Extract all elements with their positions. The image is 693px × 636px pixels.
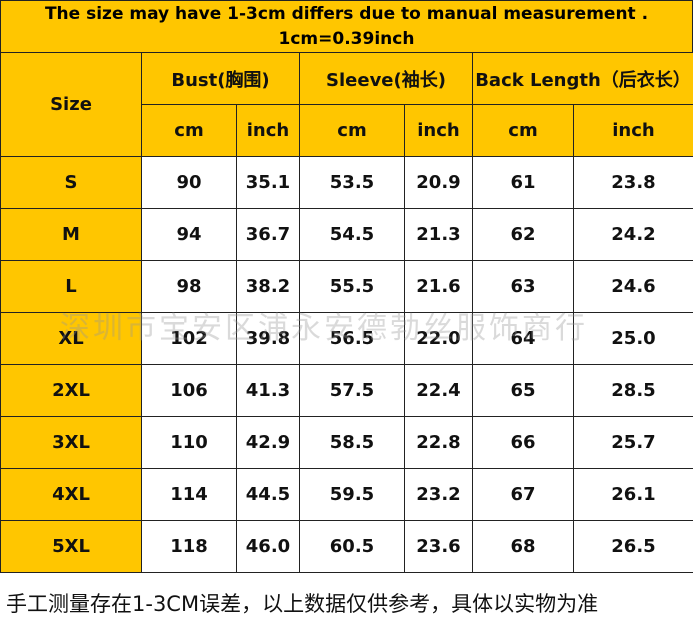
measurement: 35.1 — [236, 156, 300, 209]
unit-header: inch — [404, 104, 473, 157]
size-label: L — [0, 260, 142, 313]
measurement: 25.0 — [573, 312, 693, 365]
unit-header: cm — [299, 104, 405, 157]
measurement: 106 — [141, 364, 237, 417]
measurement: 90 — [141, 156, 237, 209]
title-line: The size may have 1-3cm differs due to m… — [44, 4, 649, 24]
measurement: 26.1 — [573, 468, 693, 521]
measurement: 54.5 — [299, 208, 405, 261]
measurement: 114 — [141, 468, 237, 521]
measurement: 23.2 — [404, 468, 473, 521]
measurement: 22.0 — [404, 312, 473, 365]
measurement: 24.6 — [573, 260, 693, 313]
measurement: 26.5 — [573, 520, 693, 573]
measurement: 42.9 — [236, 416, 300, 469]
size-label: M — [0, 208, 142, 261]
footer-note: 手工测量存在1-3CM误差，以上数据仅供参考，具体以实物为准 — [6, 592, 599, 616]
size-label: 2XL — [0, 364, 142, 417]
measurement: 21.3 — [404, 208, 473, 261]
measurement: 60.5 — [299, 520, 405, 573]
measurement: 46.0 — [236, 520, 300, 573]
measurement: 59.5 — [299, 468, 405, 521]
measurement: 68 — [472, 520, 574, 573]
measurement: 57.5 — [299, 364, 405, 417]
measurement: 38.2 — [236, 260, 300, 313]
measurement: 39.8 — [236, 312, 300, 365]
measurement: 24.2 — [573, 208, 693, 261]
unit-header: inch — [236, 104, 300, 157]
measurement: 55.5 — [299, 260, 405, 313]
size-label: 5XL — [0, 520, 142, 573]
measurement: 53.5 — [299, 156, 405, 209]
size-label: 3XL — [0, 416, 142, 469]
measurement: 65 — [472, 364, 574, 417]
measurement: 66 — [472, 416, 574, 469]
measurement: 118 — [141, 520, 237, 573]
title-line: 1cm=0.39inch — [278, 29, 415, 49]
measurement: 36.7 — [236, 208, 300, 261]
measurement: 94 — [141, 208, 237, 261]
measurement: 67 — [472, 468, 574, 521]
measurement: 22.4 — [404, 364, 473, 417]
measurement: 56.5 — [299, 312, 405, 365]
measurement: 25.7 — [573, 416, 693, 469]
group-header: Bust(胸围) — [141, 52, 300, 105]
title: The size may have 1-3cm differs due to m… — [0, 0, 693, 53]
measurement: 28.5 — [573, 364, 693, 417]
measurement: 63 — [472, 260, 574, 313]
measurement: 22.8 — [404, 416, 473, 469]
unit-header: inch — [573, 104, 693, 157]
size-header: Size — [0, 52, 142, 157]
measurement: 98 — [141, 260, 237, 313]
size-label: S — [0, 156, 142, 209]
measurement: 64 — [472, 312, 574, 365]
measurement: 20.9 — [404, 156, 473, 209]
group-header: Back Length（后衣长） — [472, 52, 693, 105]
size-label: 4XL — [0, 468, 142, 521]
measurement: 21.6 — [404, 260, 473, 313]
measurement: 110 — [141, 416, 237, 469]
measurement: 61 — [472, 156, 574, 209]
measurement: 62 — [472, 208, 574, 261]
unit-header: cm — [141, 104, 237, 157]
unit-header: cm — [472, 104, 574, 157]
measurement: 102 — [141, 312, 237, 365]
measurement: 58.5 — [299, 416, 405, 469]
measurement: 23.8 — [573, 156, 693, 209]
measurement: 23.6 — [404, 520, 473, 573]
measurement: 41.3 — [236, 364, 300, 417]
group-header: Sleeve(袖长) — [299, 52, 473, 105]
measurement: 44.5 — [236, 468, 300, 521]
size-label: XL — [0, 312, 142, 365]
